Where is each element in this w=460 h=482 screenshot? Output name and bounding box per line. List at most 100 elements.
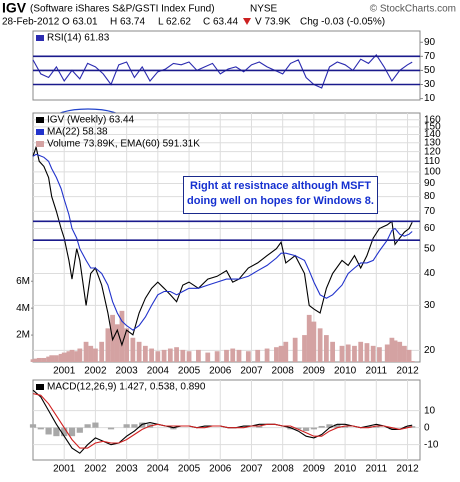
x-tick-label: 2012 <box>396 366 419 377</box>
y-tick-label: 10 <box>424 405 436 416</box>
bar <box>46 356 51 362</box>
bar <box>240 425 247 428</box>
bar <box>136 341 142 362</box>
fund-name: (Software iShares S&P/GSTI Index Fund) <box>30 4 215 15</box>
bar <box>389 337 395 362</box>
series-line <box>32 153 413 331</box>
bar <box>358 341 364 362</box>
bar <box>342 425 349 428</box>
bar <box>167 348 173 362</box>
bar <box>61 352 67 362</box>
x-tick-label: 2009 <box>303 464 326 475</box>
x-tick-label: 2008 <box>272 464 295 475</box>
x-tick-label: 2004 <box>147 366 170 377</box>
bar <box>406 349 412 362</box>
bar <box>37 427 44 430</box>
bar <box>205 352 211 362</box>
legend-swatch <box>36 384 44 390</box>
bar <box>49 355 55 362</box>
bar <box>287 427 294 430</box>
bar <box>302 427 310 432</box>
y2-tick-label: 6M <box>16 276 30 287</box>
bar <box>53 427 60 437</box>
bar <box>131 424 138 428</box>
bar <box>384 344 390 362</box>
y-tick-label: 0 <box>424 422 430 433</box>
credit: © StockCharts.com <box>370 4 456 15</box>
y-tick-label: 90 <box>424 37 436 48</box>
y-tick-label: 10 <box>424 93 436 104</box>
y-tick-label: 120 <box>424 146 441 157</box>
legend-swatch <box>36 129 44 135</box>
y-tick-label: 80 <box>424 191 436 202</box>
bar <box>186 351 192 362</box>
bar <box>41 357 47 362</box>
y-tick-label: 30 <box>424 300 436 311</box>
panel-frame <box>32 112 421 363</box>
bar <box>84 424 91 428</box>
bar <box>69 349 75 362</box>
bar <box>334 424 341 428</box>
bar <box>68 427 76 437</box>
bar <box>365 425 372 428</box>
y-tick-label: 100 <box>424 166 441 177</box>
bar <box>88 345 94 362</box>
legend-swatch <box>36 117 44 123</box>
y2-tick-label: 2M <box>16 330 30 341</box>
y-tick-label: 70 <box>424 206 436 217</box>
y-tick-label: 30 <box>424 79 436 90</box>
bar <box>130 337 136 362</box>
bar <box>278 345 284 362</box>
x-tick-label: 2007 <box>240 464 263 475</box>
bar <box>36 357 42 362</box>
x-tick-label: 2012 <box>396 464 419 475</box>
bar <box>345 344 351 362</box>
x-tick-label: 2011 <box>366 464 388 475</box>
y-tick-label: 90 <box>424 178 436 189</box>
bar <box>214 351 220 362</box>
series-line <box>32 393 413 449</box>
bar <box>255 349 261 362</box>
y-tick-label: 40 <box>424 268 436 279</box>
bar <box>76 427 83 433</box>
bar <box>256 425 263 428</box>
low: L 62.62 <box>158 17 191 28</box>
y-tick-label: 60 <box>424 223 436 234</box>
bar <box>105 328 111 362</box>
bar <box>161 349 167 362</box>
x-tick-label: 2005 <box>178 464 201 475</box>
bar <box>323 335 329 362</box>
bar <box>83 341 89 362</box>
bar <box>388 427 396 430</box>
bar <box>283 341 289 362</box>
y-tick-label: -10 <box>424 439 439 450</box>
legend-label: Volume 73.89K, EMA(60) 591.31K <box>47 139 200 150</box>
y-tick-label: 130 <box>424 137 441 148</box>
bar <box>119 310 125 362</box>
bar <box>409 361 415 362</box>
series-line <box>32 54 413 89</box>
x-tick-label: 2009 <box>303 366 326 377</box>
bar <box>180 349 186 362</box>
x-tick-label: 2003 <box>116 464 139 475</box>
bar <box>149 348 154 362</box>
bar <box>370 345 376 362</box>
bar <box>155 351 161 362</box>
bar <box>107 427 115 430</box>
bar <box>77 348 83 362</box>
y-tick-label: 70 <box>424 51 436 62</box>
x-tick-label: 2006 <box>209 464 232 475</box>
bar <box>196 349 201 362</box>
bar <box>317 328 323 362</box>
bar <box>392 340 398 362</box>
legend-label: IGV (Weekly) 63.44 <box>47 115 135 126</box>
bar <box>245 351 251 362</box>
bar <box>397 341 403 362</box>
bar <box>114 324 120 362</box>
bar <box>404 425 411 428</box>
bar <box>274 347 279 362</box>
bar <box>99 341 105 362</box>
close: C 63.44 <box>203 17 238 28</box>
